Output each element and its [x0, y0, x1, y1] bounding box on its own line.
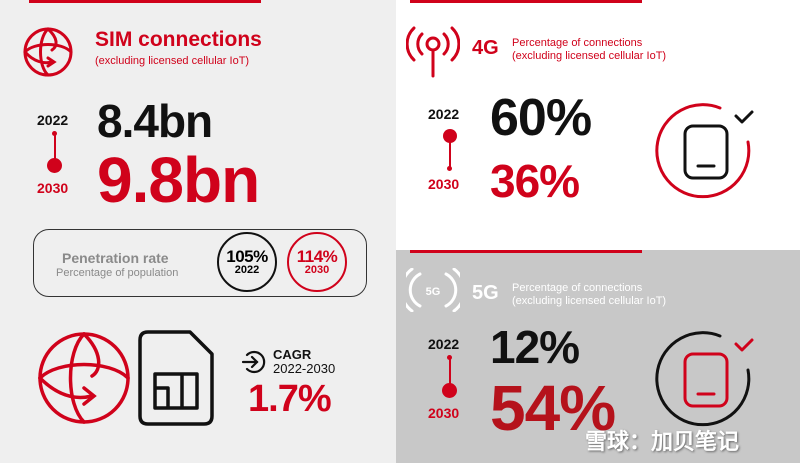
cagr-value: 1.7% — [248, 378, 332, 420]
5g-value-2030: 54% — [490, 372, 616, 444]
cagr-period: 2022-2030 — [273, 361, 336, 376]
penetration-subtitle: Percentage of population — [56, 267, 179, 279]
sim-card-icon — [138, 330, 214, 426]
timeline-line — [449, 140, 451, 168]
5g-subtitle-line2: (excluding licensed cellular IoT) — [512, 295, 667, 307]
globe-arrow-large-icon — [38, 332, 130, 424]
antenna-signal-icon — [406, 26, 460, 78]
5g-value-2022: 12% — [490, 321, 580, 373]
year-2022-label: 2022 — [37, 112, 69, 128]
cagr-label: CAGR — [273, 347, 312, 362]
timeline-dot-small — [447, 166, 452, 171]
penetration-title: Penetration rate — [62, 250, 169, 266]
penetration-year-2030: 2030 — [304, 264, 330, 276]
phone-check-icon — [655, 331, 754, 427]
accent-bar — [29, 0, 261, 3]
timeline-line — [449, 357, 451, 385]
timeline-dot-large — [47, 158, 62, 173]
5g-panel: 5G 5G Percentage of connections (excludi… — [396, 250, 800, 463]
4g-subtitle-line2: (excluding licensed cellular IoT) — [512, 50, 667, 62]
4g-label: 4G — [472, 37, 499, 59]
5g-signal-icon: 5G — [406, 268, 460, 312]
penetration-2022-circle: 105% 2022 — [217, 232, 277, 292]
penetration-year-2022: 2022 — [234, 264, 260, 276]
sim-value-2022: 8.4bn — [97, 95, 213, 147]
timeline-line — [54, 133, 56, 161]
penetration-value-2022: 105% — [226, 247, 268, 266]
year-2030-label: 2030 — [428, 176, 460, 192]
5g-subtitle-line1: Percentage of connections — [512, 282, 643, 294]
4g-value-2022: 60% — [490, 89, 592, 147]
penetration-value-2030: 114% — [296, 247, 338, 266]
accent-bar — [410, 250, 642, 253]
timeline-dot-large — [442, 383, 457, 398]
arrow-right-circle-icon — [241, 350, 266, 374]
year-2030-label: 2030 — [428, 405, 460, 421]
year-2030-label: 2030 — [37, 180, 69, 196]
sim-title: SIM connections — [95, 28, 262, 51]
sim-connections-panel: SIM connections (excluding licensed cell… — [0, 0, 396, 463]
sim-subtitle: (excluding licensed cellular IoT) — [95, 55, 250, 67]
year-2022-label: 2022 — [428, 336, 460, 352]
timeline-dot-large — [443, 129, 457, 143]
4g-value-2030: 36% — [490, 155, 580, 207]
sim-value-2030: 9.8bn — [97, 144, 260, 216]
watermark: 雪球：加贝笔记 — [585, 429, 740, 454]
penetration-2030-circle: 114% 2030 — [287, 232, 347, 292]
year-2022-label: 2022 — [428, 106, 460, 122]
4g-panel: 4G Percentage of connections (excluding … — [396, 0, 800, 250]
phone-check-icon — [655, 103, 754, 199]
penetration-rate-box: Penetration rate Percentage of populatio… — [33, 229, 367, 297]
globe-arrow-icon — [23, 27, 73, 77]
5g-icon-text: 5G — [426, 286, 441, 298]
4g-subtitle-line1: Percentage of connections — [512, 37, 643, 49]
accent-bar — [410, 0, 642, 3]
5g-label: 5G — [472, 282, 499, 304]
